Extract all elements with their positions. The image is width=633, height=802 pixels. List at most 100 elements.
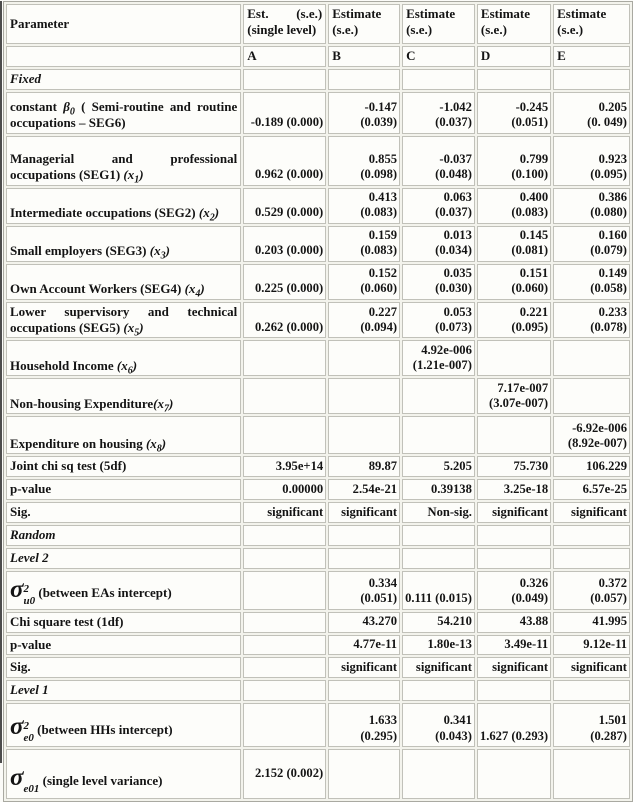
column-header-b: Estimate (s.e.) — [328, 4, 401, 44]
value-cell: significant — [328, 657, 401, 679]
value-cell: 0.160 (0.079) — [553, 225, 630, 262]
value-cell: 0.233 (0.078) — [553, 301, 630, 339]
col-a-est-label: Est. — [247, 6, 269, 21]
value-cell: 0.221 (0.095) — [476, 301, 552, 339]
value-cell — [476, 547, 552, 569]
value-cell: 0.326 (0.049) — [476, 570, 552, 610]
param-label-cell: Sig. — [6, 502, 242, 524]
value-cell — [553, 378, 630, 415]
value-cell: significant — [553, 657, 630, 679]
table-row: Level 2 — [6, 547, 630, 569]
model-id-d: D — [476, 46, 552, 67]
value-cell: 1.501 (0.287) — [553, 703, 630, 748]
value-cell — [553, 525, 630, 546]
value-cell: 4.77e-11 — [328, 634, 401, 656]
value-cell: 9.12e-11 — [553, 634, 630, 656]
model-id-b: B — [328, 46, 401, 67]
table-row: Small employers (SEG3) (x3) 0.203 (0.000)… — [6, 225, 630, 262]
value-cell: 0.111 (0.015) — [402, 570, 475, 610]
table-row: constant β0 ( Semi-routine and routine o… — [6, 91, 630, 134]
table-row: Sig. significant significant significant sig… — [6, 657, 630, 679]
value-cell: 0.39138 — [402, 479, 475, 501]
col-d-sublabel: (s.e.) — [480, 21, 507, 37]
value-cell: significant — [243, 502, 327, 524]
value-cell — [553, 749, 630, 800]
value-cell: significant — [476, 502, 552, 524]
param-label-cell: σe01 (single level variance) — [6, 749, 242, 800]
value-cell: significant — [402, 657, 475, 679]
value-cell: 0.400 (0.083) — [476, 187, 552, 224]
value-cell: -6.92e-006 (8.92e-007) — [553, 416, 630, 455]
results-table: Parameter Est. (s.e.) (single level) Esti… — [3, 1, 633, 802]
value-cell — [243, 703, 327, 748]
col-e-sublabel: (s.e.) — [557, 21, 584, 37]
value-cell: 3.25e-18 — [476, 479, 552, 501]
value-cell: 6.57e-25 — [553, 479, 630, 501]
param-label-cell: σ 2 e0 (between HHs intercept) — [6, 703, 242, 748]
table-row: p-value 0.00000 2.54e-21 0.39138 3.25e-18 6.5… — [6, 479, 630, 501]
table-row: Fixed — [6, 68, 630, 90]
value-cell — [243, 611, 327, 633]
value-cell — [328, 68, 401, 90]
param-label-cell: Sig. — [6, 657, 242, 679]
value-cell — [328, 680, 401, 702]
value-cell: -0.189 (0.000) — [243, 91, 327, 134]
value-cell — [243, 378, 327, 415]
param-label-cell: Non-housing Expenditure(x7) — [6, 378, 242, 415]
table-row: Random — [6, 525, 630, 546]
value-cell: Non-sig. — [402, 502, 475, 524]
window-left-edge — [0, 1, 2, 763]
value-cell: 0.413 (0.083) — [328, 187, 401, 224]
value-cell — [243, 68, 327, 90]
col-b-est-label: Estimate — [332, 6, 382, 21]
value-cell — [328, 547, 401, 569]
value-cell — [402, 68, 475, 90]
value-cell — [402, 525, 475, 546]
sigma-supsub: 2 e0 — [23, 720, 34, 745]
value-cell: 0.035 (0.030) — [402, 263, 475, 300]
model-id-row: A B C D E — [6, 46, 630, 67]
column-header-e: Estimate (s.e.) — [553, 4, 630, 44]
value-cell — [402, 378, 475, 415]
col-c-sublabel: (s.e.) — [406, 21, 433, 37]
param-label-cell: Lower supervisory and technical occupati… — [6, 301, 242, 339]
value-cell: 0.203 (0.000) — [243, 225, 327, 262]
table-row: Lower supervisory and technical occupati… — [6, 301, 630, 339]
value-cell: 1.633 (0.295) — [328, 703, 401, 748]
param-label-cell: σ 2 u0 (between EAs intercept) — [6, 570, 242, 610]
section-label-cell: Random — [6, 525, 242, 546]
value-cell: 0.262 (0.000) — [243, 301, 327, 339]
table-row: Managerial and professional occupations … — [6, 135, 630, 186]
value-cell: 0.372 (0.057) — [553, 570, 630, 610]
table-row: Intermediate occupations (SEG2) (x2) 0.52… — [6, 187, 630, 224]
table-row: p-value 4.77e-11 1.80e-13 3.49e-11 9.12e-11 — [6, 634, 630, 656]
value-cell: 41.995 — [553, 611, 630, 633]
table-row: Non-housing Expenditure(x7) 7.17e-007 (3.0… — [6, 378, 630, 415]
table-row: Sig. significant significant Non-sig. signif… — [6, 502, 630, 524]
section-label-cell: Level 1 — [6, 680, 242, 702]
value-cell: 43.88 — [476, 611, 552, 633]
value-cell: 0.386 (0.080) — [553, 187, 630, 224]
value-cell — [243, 416, 327, 455]
table-row: σ 2 e0 (between HHs intercept) 1.633 (0.295)… — [6, 703, 630, 748]
sigma-symbol: σ — [10, 763, 24, 791]
value-cell: 5.205 — [402, 456, 475, 478]
value-cell: 89.87 — [328, 456, 401, 478]
value-cell — [328, 378, 401, 415]
value-cell — [243, 634, 327, 656]
value-cell — [243, 525, 327, 546]
value-cell — [243, 340, 327, 377]
value-cell: 0.152 (0.060) — [328, 263, 401, 300]
value-cell — [402, 547, 475, 569]
value-cell: 75.730 — [476, 456, 552, 478]
table-row: Level 1 — [6, 680, 630, 702]
value-cell — [243, 657, 327, 679]
value-cell — [553, 68, 630, 90]
param-label-cell: Joint chi sq test (5df) — [6, 456, 242, 478]
value-cell — [328, 340, 401, 377]
param-label-cell: Intermediate occupations (SEG2) (x2) — [6, 187, 242, 224]
value-cell: 0.151 (0.060) — [476, 263, 552, 300]
value-cell: 0.341 (0.043) — [402, 703, 475, 748]
value-cell: 1.80e-13 — [402, 634, 475, 656]
value-cell — [402, 416, 475, 455]
